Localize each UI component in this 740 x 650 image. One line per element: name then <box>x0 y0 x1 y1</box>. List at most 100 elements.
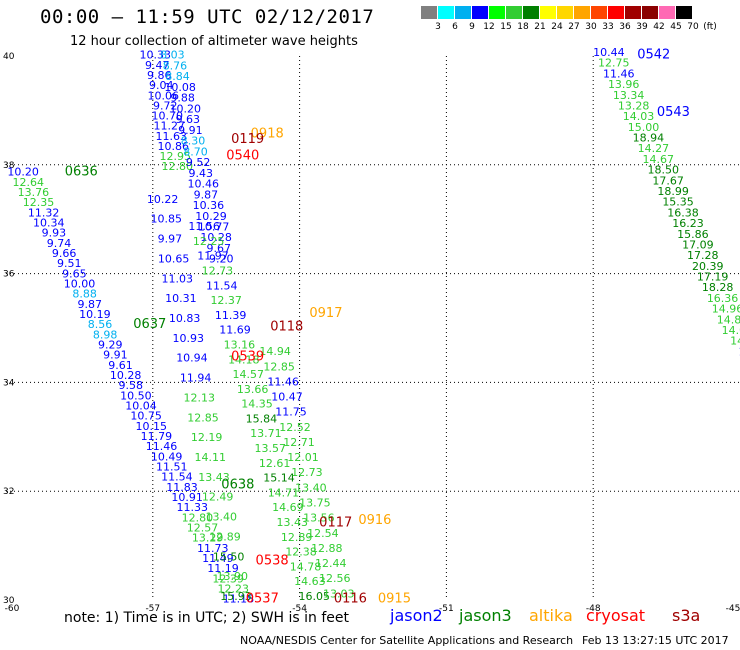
swh-value: 12.37 <box>210 294 242 307</box>
color-scale-label: 15 <box>500 22 512 32</box>
swh-value: 12.01 <box>287 451 319 464</box>
swh-value: 10.22 <box>147 193 179 206</box>
swh-value: 15.50 <box>213 550 245 563</box>
swh-value: 10.46 <box>188 178 220 191</box>
swh-value: 9.88 <box>170 92 195 105</box>
swh-value: 12.71 <box>283 436 315 449</box>
swh-value: 12.64 <box>13 176 45 189</box>
swh-value: 8.84 <box>165 70 190 83</box>
swh-value: 11.56 <box>188 220 220 233</box>
swh-value: 13.16 <box>224 338 256 351</box>
swh-value: 11.32 <box>28 206 60 219</box>
swh-value: 10.19 <box>79 308 111 321</box>
color-swatch <box>438 6 455 19</box>
swh-value: 12.49 <box>202 491 234 504</box>
swh-value: 9.93 <box>42 227 67 240</box>
swh-value: 10.77 <box>198 221 230 234</box>
swh-value: 12.23 <box>218 583 250 596</box>
lon-tick-label: -51 <box>439 604 454 614</box>
swh-value: 9.47 <box>145 59 170 72</box>
swh-value: 12.80 <box>162 160 194 173</box>
swh-value: 14.0 <box>730 335 740 348</box>
pass-time-label: 0917 <box>309 306 342 321</box>
color-swatch <box>472 6 489 19</box>
swh-value: 15.00 <box>628 121 660 134</box>
swh-value: 12.75 <box>598 57 630 70</box>
color-scale-label: 3 <box>435 22 441 32</box>
legend-item-jason2: jason2 <box>390 606 443 625</box>
swh-value: 12.56 <box>319 572 351 585</box>
swh-value: 14.96 <box>712 303 740 316</box>
legend-item-altika: altika <box>529 606 573 625</box>
color-scale-label: 12 <box>483 22 495 32</box>
color-swatch <box>642 6 659 19</box>
swh-value: 18.50 <box>647 164 679 177</box>
swh-value: 12.95 <box>160 150 192 163</box>
timestamp-text: Feb 13 13:27:15 UTC 2017 <box>582 634 729 647</box>
swh-value: 10.15 <box>136 420 168 433</box>
swh-value: 12.54 <box>307 527 339 540</box>
swh-value: 12.25 <box>193 235 225 248</box>
swh-value: 12.73 <box>291 466 323 479</box>
swh-value: 13.56 <box>303 512 335 525</box>
swh-value: 13.40 <box>295 481 327 494</box>
color-swatch <box>676 6 693 19</box>
swh-value: 9.29 <box>98 339 123 352</box>
swh-value: 10.44 <box>593 46 625 59</box>
lon-tick-label: -54 <box>292 604 307 614</box>
swh-value: 13.96 <box>608 78 640 91</box>
swh-value: 11.54 <box>206 279 238 292</box>
pass-time-label: 0540 <box>226 148 259 163</box>
swh-value: 10.83 <box>169 312 201 325</box>
footer-note: note: 1) Time is in UTC; 2) SWH is in fe… <box>64 610 350 626</box>
color-swatch <box>574 6 591 19</box>
swh-value: 9.20 <box>209 253 234 266</box>
swh-value: 16.36 <box>707 292 739 305</box>
pass-time-label: 0117 <box>319 516 352 531</box>
swh-value: 8.56 <box>88 318 113 331</box>
swh-value: 9.04 <box>149 79 174 92</box>
swh-value: 13.71 <box>250 427 282 440</box>
swh-value: 10.06 <box>148 89 180 102</box>
swh-value: 10.65 <box>158 252 190 265</box>
swh-value: 12.52 <box>279 421 311 434</box>
swh-value: 11.73 <box>197 542 229 555</box>
swh-value: 9.97 <box>158 233 183 246</box>
swh-value: 10.85 <box>151 213 183 226</box>
swh-value: 12.38 <box>285 546 317 559</box>
pass-time-label: 0918 <box>251 127 284 142</box>
swh-value: 18.94 <box>633 132 665 145</box>
swh-value: 12.61 <box>259 457 291 470</box>
lat-tick-label: 40 <box>3 52 15 62</box>
swh-value: 10.20 <box>170 102 202 115</box>
pass-time-label: 0116 <box>334 592 367 607</box>
swh-value: 12.44 <box>315 557 347 570</box>
swh-value: 13.40 <box>206 511 238 524</box>
swh-value: 10.00 <box>64 278 96 291</box>
color-swatch <box>557 6 574 19</box>
swh-value: 10.86 <box>158 140 190 153</box>
swh-value: 9.63 <box>176 113 201 126</box>
pass-time-label: 0542 <box>637 48 670 63</box>
swh-value: 12.35 <box>23 196 55 209</box>
swh-value: 11.46 <box>603 67 635 80</box>
swh-value: 11.27 <box>154 120 186 133</box>
lat-tick-label: 32 <box>3 487 14 497</box>
swh-value: 14.69 <box>272 501 304 514</box>
swh-value: 10.33 <box>139 49 171 62</box>
swh-value: 11.19 <box>207 562 239 575</box>
swh-value: 15.93 <box>220 590 252 603</box>
swh-value: 9.51 <box>57 257 82 270</box>
swh-value: 14.71 <box>268 486 300 499</box>
swh-value: 18.99 <box>657 185 689 198</box>
swh-value: 13.28 <box>618 99 650 112</box>
page-title: 00:00 – 11:59 UTC 02/12/2017 <box>40 6 375 28</box>
swh-value: 14.78 <box>290 560 322 573</box>
swh-value: 11.33 <box>177 501 209 514</box>
swh-value: 14.84 <box>717 313 740 326</box>
lat-tick-label: 30 <box>3 596 15 606</box>
legend-item-s3a: s3a <box>672 606 701 625</box>
swh-value: 15.86 <box>677 228 709 241</box>
color-scale-label: 6 <box>452 22 458 32</box>
lat-tick-label: 38 <box>3 161 15 171</box>
